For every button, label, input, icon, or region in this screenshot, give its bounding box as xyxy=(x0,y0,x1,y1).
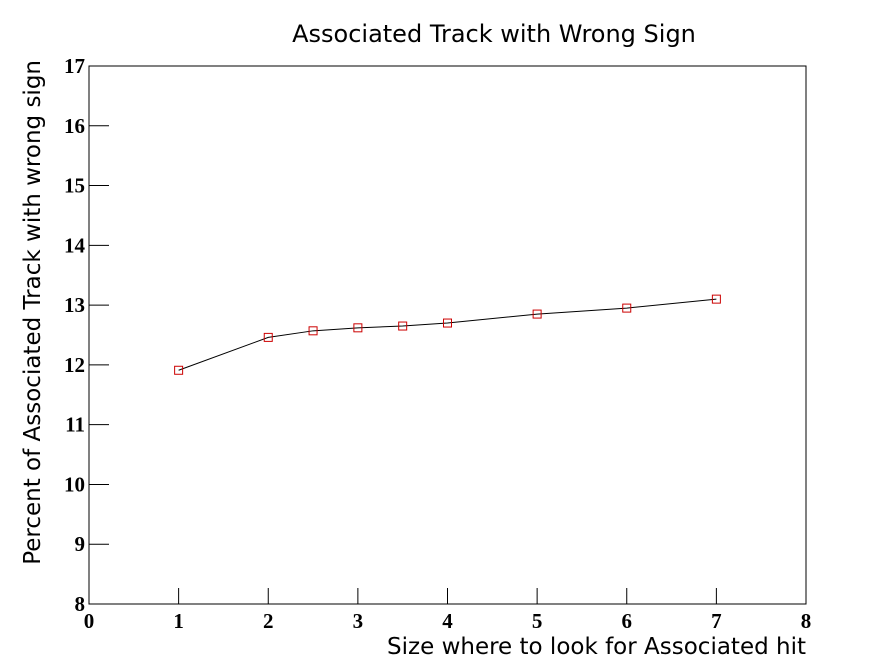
x-tick-label: 5 xyxy=(532,609,543,633)
y-tick-label: 8 xyxy=(75,592,86,616)
y-tick-label: 17 xyxy=(64,54,85,78)
y-axis-label: Percent of Associated Track with wrong s… xyxy=(20,60,46,565)
x-tick-label: 0 xyxy=(84,609,95,633)
data-point xyxy=(711,294,721,304)
plot-frame xyxy=(88,65,807,605)
series-line xyxy=(178,298,717,371)
y-tick-label: 11 xyxy=(65,413,85,437)
x-tick-label: 2 xyxy=(263,609,274,633)
y-tick-label: 9 xyxy=(75,532,86,556)
x-tick-label: 1 xyxy=(173,609,184,633)
data-point xyxy=(622,303,632,313)
x-tick-label: 4 xyxy=(442,609,453,633)
data-point xyxy=(308,326,318,336)
x-tick-label: 3 xyxy=(353,609,364,633)
x-tick-label: 6 xyxy=(622,609,633,633)
data-point xyxy=(174,365,184,375)
data-point xyxy=(353,323,363,333)
y-tick-label: 13 xyxy=(64,293,85,317)
x-tick-label: 7 xyxy=(711,609,722,633)
data-point xyxy=(443,318,452,328)
x-tick-label: 8 xyxy=(801,609,812,633)
data-point xyxy=(398,321,408,331)
y-tick-label: 12 xyxy=(64,353,85,377)
y-tick-label: 15 xyxy=(64,174,85,198)
y-tick-label: 10 xyxy=(64,472,85,496)
x-axis-label: Size where to look for Associated hit xyxy=(387,634,806,660)
chart-title: Associated Track with Wrong Sign xyxy=(292,20,696,48)
y-tick-label: 14 xyxy=(64,233,86,257)
data-point xyxy=(263,332,273,342)
data-point xyxy=(532,309,542,319)
y-tick-label: 16 xyxy=(64,114,85,138)
